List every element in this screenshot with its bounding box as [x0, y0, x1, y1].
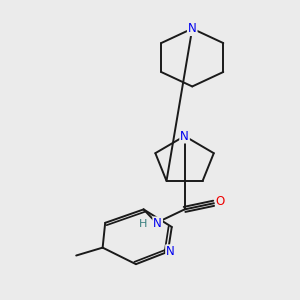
Text: N: N: [188, 22, 197, 35]
Text: N: N: [153, 218, 162, 230]
Text: N: N: [180, 130, 189, 142]
Text: N: N: [166, 245, 175, 258]
Text: O: O: [216, 195, 225, 208]
Text: H: H: [139, 219, 147, 229]
